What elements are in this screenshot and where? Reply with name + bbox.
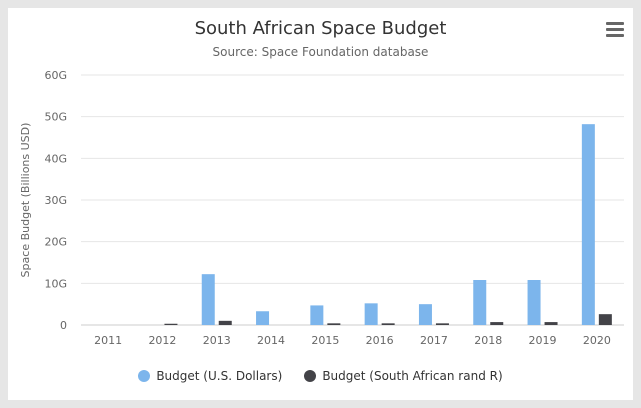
x-tick-label: 2015	[311, 334, 339, 347]
y-tick-label: 30G	[44, 194, 67, 207]
bar-zar	[164, 323, 178, 325]
bar-zar	[598, 314, 612, 325]
x-tick-label: 2016	[366, 334, 394, 347]
x-tick-label: 2012	[148, 334, 176, 347]
chart-title: South African Space Budget	[194, 18, 447, 39]
legend-item-usd[interactable]: Budget (U.S. Dollars)	[138, 369, 282, 383]
y-tick-label: 50G	[44, 111, 67, 124]
bar-usd	[581, 124, 595, 326]
bar-usd	[473, 280, 487, 325]
bar-usd	[527, 280, 541, 325]
bar-zar	[381, 323, 395, 325]
x-tick-label: 2013	[203, 334, 231, 347]
bar-usd	[364, 303, 378, 325]
x-tick-label: 2019	[529, 334, 557, 347]
x-tick-label: 2017	[420, 334, 448, 347]
x-tick-label: 2020	[583, 334, 611, 347]
y-tick-label: 20G	[44, 236, 67, 249]
bar-zar	[490, 322, 504, 325]
bar-zar	[435, 323, 449, 325]
legend-label-zar: Budget (South African rand R)	[322, 369, 503, 383]
bar-zar	[544, 322, 558, 325]
bar-zar	[218, 320, 232, 325]
bar-usd	[201, 274, 215, 325]
legend-marker-usd	[138, 370, 151, 382]
bar-usd	[310, 305, 324, 325]
y-tick-label: 40G	[44, 152, 67, 165]
y-axis-title: Space Budget (Billions USD)	[19, 123, 32, 278]
bar-zar	[327, 323, 341, 325]
y-tick-label: 0	[60, 319, 67, 332]
chart-card: South African Space Budget Source: Space…	[8, 8, 633, 400]
x-tick-label: 2018	[474, 334, 502, 347]
chart-plot: 0 10G 20G 30G 40G 50G 60G Space Budget (Billion…	[19, 69, 624, 347]
x-tick-label: 2011	[94, 334, 122, 347]
x-tick-label: 2014	[257, 334, 285, 347]
y-tick-label: 10G	[44, 277, 67, 290]
legend: Budget (U.S. Dollars) Budget (South Afri…	[8, 369, 633, 383]
bar-usd	[256, 311, 270, 325]
chart-subtitle: Source: Space Foundation database	[212, 45, 429, 59]
legend-label-usd: Budget (U.S. Dollars)	[156, 369, 283, 383]
y-tick-label: 60G	[44, 69, 67, 82]
legend-marker-zar	[304, 370, 317, 382]
hamburger-menu-icon[interactable]	[606, 22, 624, 38]
bar-usd	[418, 304, 432, 325]
legend-item-zar[interactable]: Budget (South African rand R)	[304, 369, 503, 383]
